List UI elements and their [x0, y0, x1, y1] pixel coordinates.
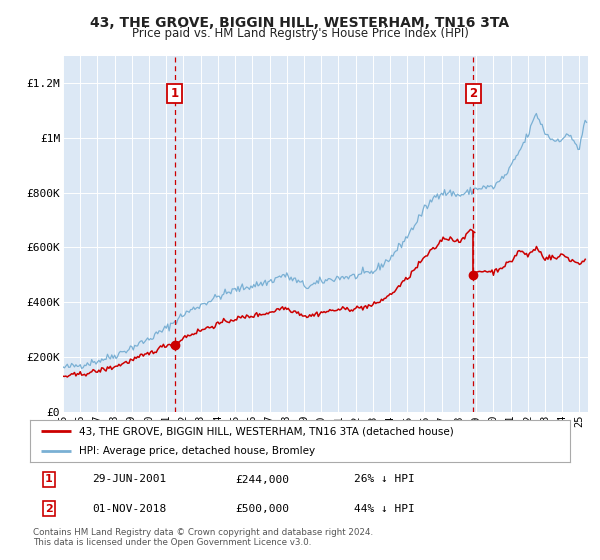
Text: 01-NOV-2018: 01-NOV-2018	[92, 504, 166, 514]
Text: HPI: Average price, detached house, Bromley: HPI: Average price, detached house, Brom…	[79, 446, 315, 456]
Text: 2: 2	[45, 504, 53, 514]
Text: 26% ↓ HPI: 26% ↓ HPI	[354, 474, 415, 484]
Text: 43, THE GROVE, BIGGIN HILL, WESTERHAM, TN16 3TA (detached house): 43, THE GROVE, BIGGIN HILL, WESTERHAM, T…	[79, 426, 454, 436]
Text: 1: 1	[45, 474, 53, 484]
Text: £244,000: £244,000	[235, 474, 289, 484]
Text: 43, THE GROVE, BIGGIN HILL, WESTERHAM, TN16 3TA: 43, THE GROVE, BIGGIN HILL, WESTERHAM, T…	[91, 16, 509, 30]
Text: Price paid vs. HM Land Registry's House Price Index (HPI): Price paid vs. HM Land Registry's House …	[131, 27, 469, 40]
Text: £500,000: £500,000	[235, 504, 289, 514]
Text: Contains HM Land Registry data © Crown copyright and database right 2024.
This d: Contains HM Land Registry data © Crown c…	[33, 528, 373, 547]
Text: 44% ↓ HPI: 44% ↓ HPI	[354, 504, 415, 514]
Text: 1: 1	[170, 87, 179, 100]
Text: 29-JUN-2001: 29-JUN-2001	[92, 474, 166, 484]
Text: 2: 2	[469, 87, 478, 100]
